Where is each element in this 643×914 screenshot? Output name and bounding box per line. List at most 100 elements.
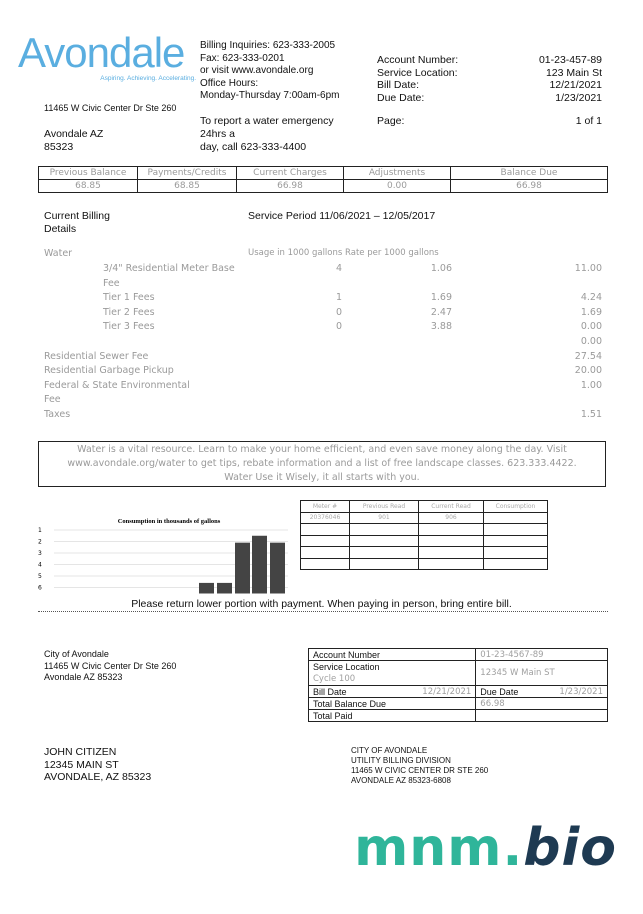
- stub-bill-date-label: Bill Date: [308, 685, 387, 698]
- y-tick-label: 3: [38, 550, 42, 557]
- charge-amount: 1.69: [580, 306, 602, 318]
- tear-line: [38, 611, 608, 612]
- y-tick-label: 2: [38, 539, 42, 546]
- stub-bill-date: 12/21/2021: [387, 685, 477, 698]
- water-label: Water: [44, 248, 73, 259]
- stub-location-label: Service Location: [313, 662, 380, 672]
- meter-row: [300, 557, 548, 570]
- website: or visit www.avondale.org: [200, 65, 314, 76]
- charge-row: 0.00: [44, 336, 602, 350]
- adjustments: 0.00: [343, 179, 451, 193]
- office-hours-label: Office Hours:: [200, 77, 259, 89]
- meter-cell: [483, 546, 548, 559]
- address-city: Avondale AZ 85323: [44, 128, 103, 154]
- chart-bar: [252, 535, 267, 594]
- charge-amount: 20.00: [574, 365, 602, 377]
- meter-cell: [349, 546, 419, 559]
- stub-account-label: Account Number: [307, 648, 477, 661]
- charge-label: Residential Garbage Pickup: [44, 365, 174, 377]
- due-date-label: Due Date:: [377, 91, 425, 104]
- meter-cell: [418, 523, 484, 536]
- charge-rate: 1.69: [430, 292, 452, 304]
- service-location-label: Service Location:: [377, 66, 458, 79]
- charge-label: Taxes: [44, 409, 71, 420]
- current-charges: 66.98: [236, 179, 344, 193]
- meter-cell: [483, 534, 548, 547]
- charge-rate: 1.06: [430, 263, 452, 274]
- page-label: Page:: [377, 115, 405, 127]
- account-number-label: Account Number:: [377, 54, 459, 66]
- stub-total-paid-field[interactable]: [475, 709, 608, 722]
- chart-title: Consumption in thousands of gallons: [118, 518, 221, 525]
- summary-header: Adjustments: [343, 166, 451, 180]
- balance-summary-table: Previous Balance Payments/Credits Curren…: [38, 166, 608, 193]
- usage-header: Usage in 1000 gallons Rate per 1000 gall…: [248, 248, 439, 258]
- payments-credits: 68.85: [137, 179, 237, 193]
- charge-usage: 0: [335, 321, 343, 333]
- y-tick-label: 1: [38, 527, 42, 534]
- charge-amount: 1.51: [580, 409, 602, 420]
- customer-name: JOHN CITIZEN: [44, 746, 117, 758]
- meter-cell: [300, 546, 350, 559]
- meter-cell: [418, 546, 484, 559]
- chart-bar: [217, 582, 232, 594]
- charge-amount: 11.00: [574, 263, 602, 274]
- emergency-line: 24hrs a: [200, 128, 236, 140]
- charge-label: 3/4" Residential Meter Base: [103, 263, 235, 274]
- stub-due-date: 1/23/2021: [537, 685, 608, 698]
- emergency-line: To report a water emergency: [200, 115, 334, 127]
- zip: 85323: [44, 141, 74, 153]
- address-line: Avondale AZ 85323: [44, 672, 123, 682]
- meter-cell: [483, 511, 548, 524]
- water-header-row: Water Usage in 1000 gallons Rate per 100…: [44, 248, 602, 262]
- meter-cell: [483, 523, 548, 536]
- message-line: www.avondale.org/water to get tips, reba…: [67, 458, 577, 469]
- address-line: AVONDALE AZ 85323-6808: [351, 776, 451, 785]
- stub-due-date-label: Due Date: [475, 685, 538, 698]
- office-hours: Monday-Thursday 7:00am-6pm: [200, 90, 340, 101]
- address-line: 11465 W Civic Center Dr Ste 260: [44, 660, 177, 671]
- charge-amount: 0.00: [580, 336, 602, 347]
- customer-address: JOHN CITIZEN 12345 MAIN ST AVONDALE, AZ …: [44, 746, 151, 784]
- charge-row: Tier 1 Fees 1 1.69 4.24: [44, 292, 602, 306]
- address-street: 11465 W Civic Center Dr Ste 260: [44, 103, 177, 113]
- charge-row: 3/4" Residential Meter Base 4 1.06 11.00: [44, 263, 602, 277]
- meter-cell: [300, 557, 350, 570]
- meter-cell: 901: [349, 511, 419, 524]
- watermark-text: bio: [523, 818, 617, 878]
- meter-row: [300, 534, 548, 547]
- y-tick-label: 4: [38, 562, 42, 569]
- conservation-message: Water is a vital resource. Learn to make…: [38, 441, 606, 487]
- stub-account-number: 01-23-4567-89: [475, 648, 608, 661]
- stub-location: 12345 W Main ST: [475, 660, 608, 686]
- meter-row: 20376046 901 906: [300, 511, 548, 524]
- billing-phone: Billing Inquiries: 623-333-2005: [200, 40, 336, 51]
- previous-balance: 68.85: [38, 179, 138, 193]
- meter-row: [300, 523, 548, 536]
- charge-amount: 27.54: [574, 350, 602, 362]
- charge-amount: 4.24: [580, 292, 602, 304]
- chart-bar: [270, 542, 285, 594]
- billing-title-line: Current Billing: [44, 210, 110, 222]
- account-number: 01-23-457-89: [538, 54, 602, 66]
- meter-cell: [418, 557, 484, 570]
- meter-cell: [349, 557, 419, 570]
- address-line: 11465 W CIVIC CENTER DR STE 260: [351, 766, 489, 775]
- meter-cell: [483, 557, 548, 570]
- charge-row: Residential Sewer Fee 27.54: [44, 351, 602, 365]
- charge-usage: 4: [335, 263, 343, 274]
- charge-row: Federal & State Environmental 1.00: [44, 380, 602, 394]
- consumption-chart: Consumption in thousands of gallons 1 2 3 4…: [38, 518, 288, 594]
- charge-row: Taxes 1.51: [44, 409, 602, 423]
- due-date: 1/23/2021: [555, 91, 602, 104]
- stub-total-due-label: Total Balance Due: [307, 697, 477, 710]
- watermark-text: mnm.: [354, 818, 524, 878]
- charge-row: Tier 2 Fees 0 2.47 1.69: [44, 307, 602, 321]
- page-number: 1 of 1: [575, 115, 602, 127]
- contact-info: Billing Inquiries: 623-333-2005 Fax: 623…: [200, 40, 340, 103]
- billing-title: Current Billing Details: [44, 210, 110, 235]
- meter-header: Meter #: [300, 500, 350, 513]
- payment-stub-table: Account Number 01-23-4567-89 Service Loca…: [307, 648, 608, 722]
- city: Avondale AZ: [44, 128, 104, 140]
- charge-label: Federal & State Environmental: [44, 379, 190, 391]
